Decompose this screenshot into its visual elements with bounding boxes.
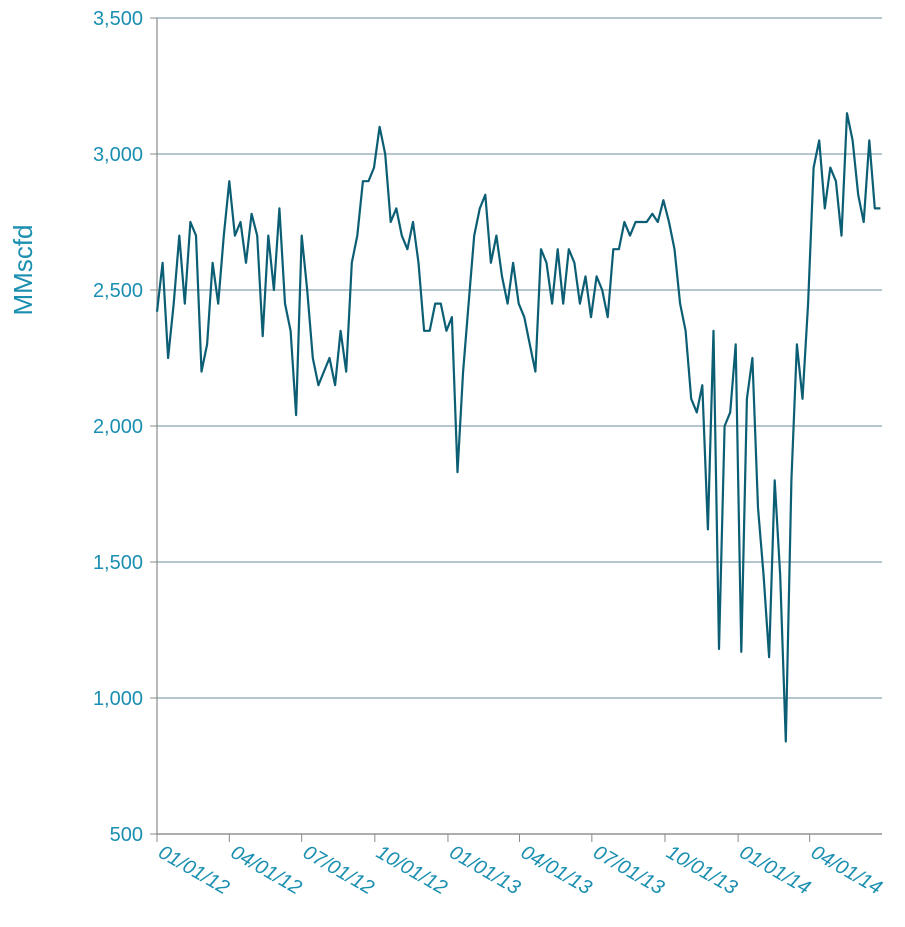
- y-tick-label: 1,500: [93, 552, 143, 574]
- x-tick-label: 10/01/12: [372, 841, 450, 899]
- y-tick-label: 1,000: [93, 688, 143, 710]
- y-tick-label: 3,000: [93, 144, 143, 166]
- x-tick-label: 10/01/13: [662, 841, 740, 899]
- x-tick-label: 01/01/12: [155, 841, 233, 899]
- x-tick-label: 04/01/12: [227, 841, 305, 899]
- x-tick-label: 07/01/12: [299, 841, 377, 899]
- x-tick-label: 01/01/13: [445, 841, 523, 899]
- y-tick-label: 500: [110, 824, 143, 846]
- y-tick-label: 3,500: [93, 8, 143, 30]
- y-tick-label: 2,500: [93, 280, 143, 302]
- x-tick-label: 07/01/13: [589, 841, 667, 899]
- x-tick-label: 04/01/13: [517, 841, 595, 899]
- x-tick-label: 01/01/14: [736, 841, 814, 899]
- x-tick-label: 04/01/14: [807, 841, 885, 899]
- y-tick-label: 2,000: [93, 416, 143, 438]
- y-axis-label: MMscfd: [8, 225, 38, 316]
- data-line: [155, 112, 881, 743]
